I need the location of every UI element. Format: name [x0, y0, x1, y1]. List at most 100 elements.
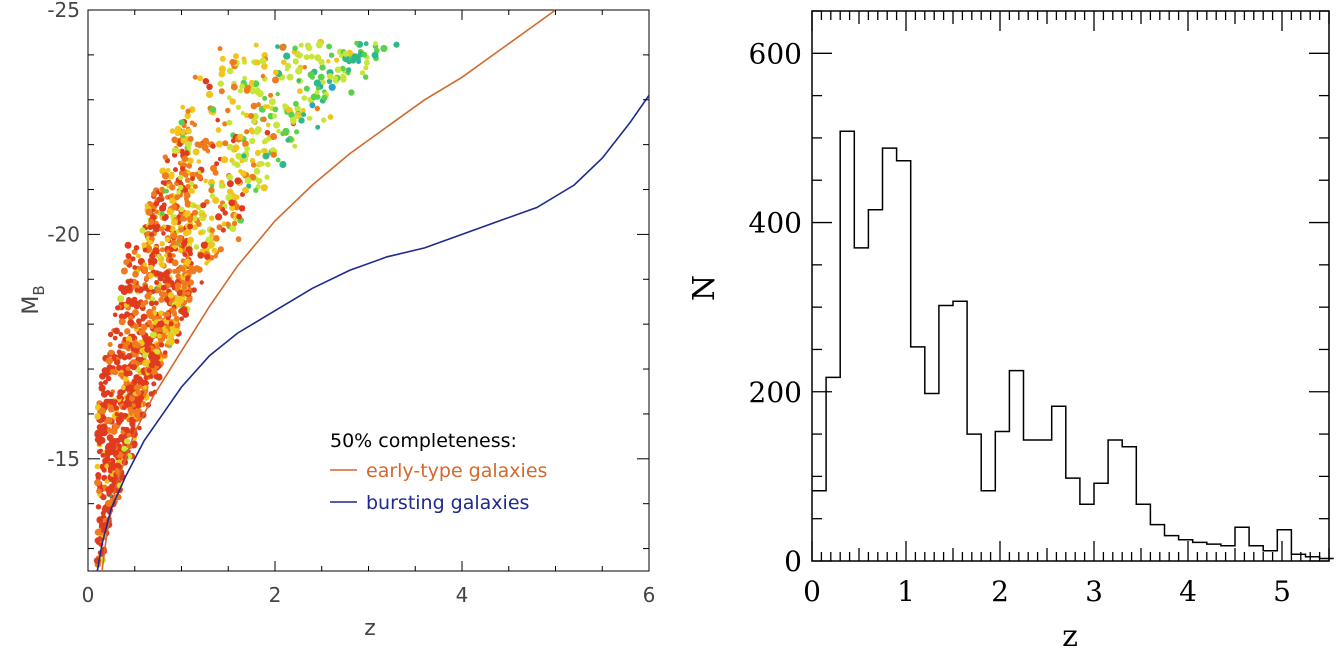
scatter-point: [253, 187, 259, 193]
scatter-point: [264, 129, 271, 136]
scatter-point: [220, 156, 229, 164]
scatter-point: [164, 237, 171, 243]
scatter-point: [96, 424, 103, 431]
scatter-point: [129, 395, 135, 402]
scatter-point: [192, 74, 198, 80]
scatter-point: [196, 142, 203, 149]
scatter-point: [123, 370, 130, 377]
scatter-point: [182, 252, 188, 257]
scatter-point: [217, 204, 223, 210]
scatter-point: [136, 318, 142, 324]
scatter-point: [226, 67, 234, 75]
scatter-point: [177, 247, 184, 254]
scatter-point: [108, 448, 115, 456]
scatter-point: [203, 178, 208, 184]
scatter-point: [213, 253, 218, 259]
scatter-point: [288, 111, 295, 119]
scatter-point: [98, 407, 106, 415]
left-y-tick-label: -25: [47, 0, 80, 22]
scatter-point: [253, 168, 261, 175]
scatter-point: [193, 244, 200, 251]
scatter-point: [192, 148, 200, 156]
scatter-point: [185, 128, 192, 135]
scatter-point: [100, 522, 107, 529]
scatter-point: [187, 236, 194, 244]
scatter-point: [174, 338, 180, 344]
left-tick-labels: 0 2 4 6 -25 -20 -15: [47, 0, 655, 607]
scatter-point: [167, 332, 175, 340]
scatter-point: [112, 312, 118, 318]
scatter-point: [275, 91, 280, 97]
scatter-point: [117, 352, 124, 359]
right-axis-ticks: [811, 10, 1330, 562]
scatter-point: [105, 375, 112, 382]
scatter-point: [133, 245, 140, 251]
scatter-point: [185, 177, 191, 183]
scatter-point: [101, 467, 107, 473]
scatter-point: [142, 384, 148, 390]
scatter-point: [310, 93, 318, 101]
scatter-point: [250, 102, 258, 110]
scatter-point: [125, 366, 131, 371]
scatter-point: [141, 242, 146, 247]
scatter-point: [215, 117, 220, 123]
scatter-point: [199, 280, 204, 285]
scatter-point: [178, 174, 184, 181]
right-y-axis-label: N: [687, 275, 722, 301]
scatter-point: [105, 499, 113, 507]
scatter-point: [235, 236, 242, 243]
scatter-point: [178, 119, 185, 126]
scatter-point: [177, 184, 184, 191]
left-y-tick-label: -15: [47, 447, 80, 471]
scatter-point: [260, 184, 268, 192]
scatter-point: [219, 55, 226, 62]
scatter-point: [319, 64, 326, 71]
scatter-point: [249, 129, 256, 135]
scatter-point: [132, 309, 139, 316]
scatter-point: [196, 221, 202, 227]
scatter-point: [167, 172, 175, 180]
scatter-point: [161, 202, 167, 208]
scatter-point: [145, 208, 153, 216]
scatter-point: [241, 56, 247, 62]
scatter-point: [313, 79, 321, 87]
scatter-point: [315, 85, 321, 91]
scatter-point: [232, 144, 240, 152]
scatter-point: [235, 104, 242, 111]
left-y-tick-label: -20: [47, 222, 80, 246]
scatter-point: [262, 148, 268, 154]
scatter-point: [106, 398, 111, 404]
scatter-point: [309, 74, 315, 80]
scatter-point: [179, 215, 186, 222]
scatter-point: [171, 253, 176, 258]
right-x-tick-label: 2: [991, 575, 1009, 608]
scatter-point: [191, 209, 199, 216]
histogram-step-line: [812, 130, 1334, 560]
legend-title: 50% completeness:: [330, 430, 517, 452]
scatter-point: [162, 172, 169, 180]
scatter-point: [127, 319, 135, 327]
scatter-point: [234, 161, 241, 168]
scatter-point: [244, 177, 252, 184]
scatter-point: [159, 247, 165, 253]
scatter-point: [148, 313, 155, 320]
scatter-point: [153, 327, 159, 333]
scatter-point: [250, 162, 257, 168]
scatter-point: [149, 324, 154, 330]
scatter-point: [262, 95, 268, 101]
legend-label-bursting: bursting galaxies: [366, 492, 529, 514]
scatter-point: [202, 78, 210, 85]
left-x-tick-label: 6: [643, 583, 656, 607]
scatter-point: [100, 453, 106, 458]
scatter-point: [300, 108, 306, 113]
scatter-point: [158, 192, 163, 197]
scatter-point: [297, 88, 303, 94]
scatter-point: [185, 141, 192, 148]
scatter-point: [225, 107, 231, 114]
scatter-point: [159, 226, 165, 232]
scatter-point: [112, 335, 118, 341]
scatter-point: [125, 253, 132, 259]
scatter-point: [204, 199, 210, 205]
scatter-point: [122, 343, 129, 350]
scatter-point: [249, 79, 255, 86]
